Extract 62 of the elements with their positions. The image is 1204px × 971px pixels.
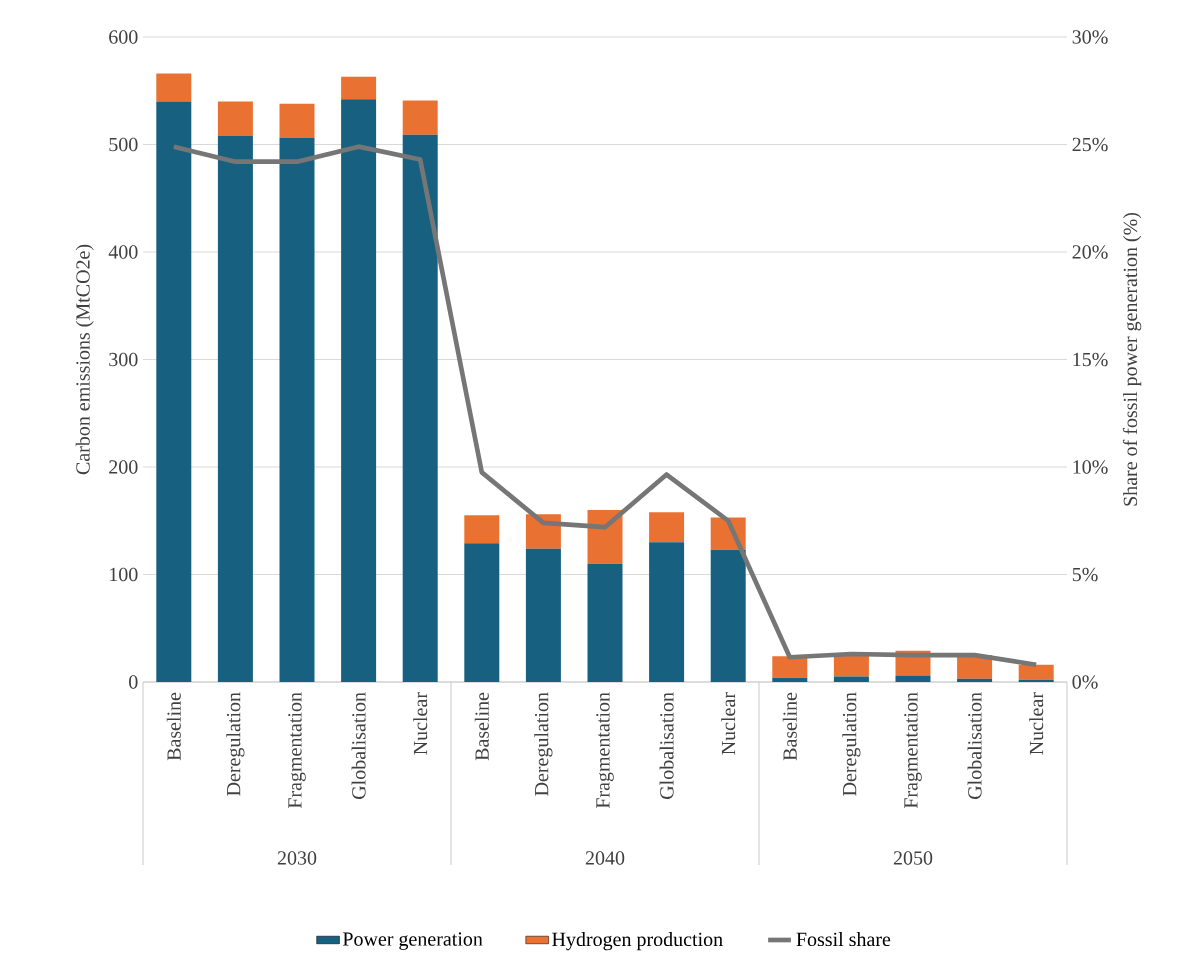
bar [464, 515, 500, 544]
x-tick-label: Deregulation [226, 692, 245, 796]
text: 2040 [585, 851, 625, 865]
y-tick-label: 500 [109, 137, 138, 152]
y2-tick-label: 25% [1072, 137, 1108, 152]
bar [156, 73, 192, 102]
y-tick-label: 0 [129, 675, 138, 689]
y-tick-label: 100 [110, 567, 138, 582]
bar [341, 99, 377, 682]
bar [341, 76, 377, 100]
legend-label: Power generation [342, 932, 483, 950]
x-tick-label: Globalisation [659, 692, 674, 799]
x-tick-label: Fragmentation [904, 692, 922, 809]
x-tick-label: Baseline [474, 692, 489, 761]
line-series [171, 144, 1039, 668]
y-tick-label: 400 [108, 245, 138, 259]
text: 2050 [893, 851, 933, 865]
bar [957, 678, 993, 682]
y2-tick-label: 10% [1073, 460, 1108, 474]
bar [279, 103, 315, 139]
legend-label: Fossil share [796, 932, 891, 947]
bar [833, 676, 869, 682]
bar [710, 549, 746, 682]
bar [525, 548, 561, 682]
x-tick-label: Globalisation [967, 692, 982, 799]
bar [1018, 664, 1054, 680]
x-tick-label: Deregulation [534, 692, 553, 796]
y2-tick-label: 20% [1072, 245, 1108, 259]
y-tick-label: 300 [109, 352, 138, 367]
y2-tick-label: 30% [1072, 30, 1108, 44]
x-tick-label: Nuclear [413, 692, 428, 755]
bar [156, 101, 192, 682]
x-tick-label: Baseline [166, 692, 181, 761]
legend-label: Hydrogen production [552, 932, 723, 951]
y2-tick-label: 15% [1073, 352, 1108, 367]
x-tick-label: Globalisation [351, 692, 366, 799]
text: 2030 [277, 851, 317, 865]
bar [464, 543, 500, 682]
bar [217, 101, 253, 136]
x-tick-label: Nuclear [721, 692, 736, 755]
bar [402, 100, 438, 135]
x-tick-label: Fragmentation [288, 692, 306, 809]
bar [1018, 679, 1054, 682]
bar [649, 512, 685, 543]
bar [649, 542, 685, 682]
y-tick-label: 200 [109, 460, 138, 474]
bar [587, 563, 623, 682]
y-axis-title: Carbon emissions (MtCO2e) [75, 244, 94, 475]
bar [772, 677, 808, 682]
y2-axis-title: Share of fossil power generation (%) [1122, 212, 1142, 506]
x-tick-label: Nuclear [1029, 692, 1044, 755]
bar [772, 656, 808, 678]
bar [402, 134, 438, 682]
x-tick-label: Deregulation [842, 692, 861, 796]
x-tick-label: Baseline [782, 692, 797, 761]
x-tick-label: Fragmentation [596, 692, 614, 809]
bar [279, 138, 315, 682]
y2-tick-label: 5% [1072, 567, 1098, 582]
bar [895, 675, 931, 682]
bar [217, 135, 253, 682]
y2-tick-label: 0% [1072, 675, 1098, 689]
y-tick-label: 600 [109, 30, 138, 44]
